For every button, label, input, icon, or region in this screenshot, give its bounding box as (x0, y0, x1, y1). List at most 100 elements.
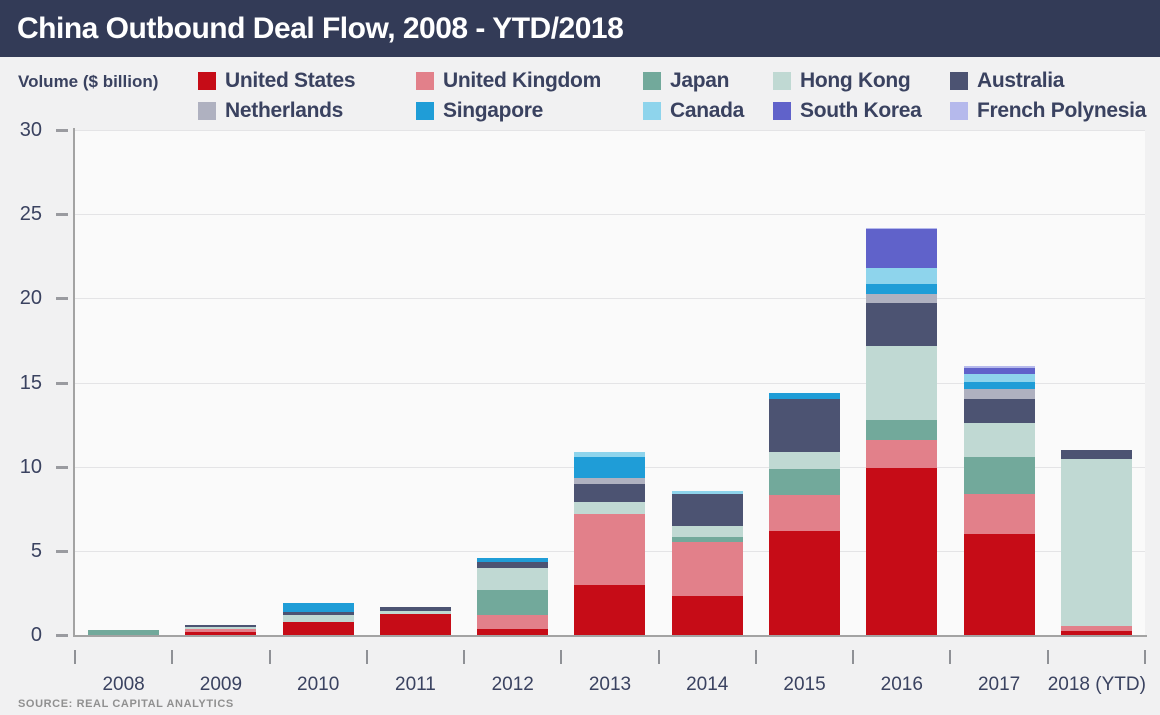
x-tick-mark (74, 650, 76, 664)
bar-segment-japan-2014 (671, 537, 743, 543)
x-axis-line (73, 635, 1147, 637)
bar-segment-united-kingdom-2015 (769, 495, 841, 531)
x-tick-mark (560, 650, 563, 664)
bar-segment-netherlands-2013 (574, 478, 646, 484)
legend-swatch-french-polynesia (950, 101, 968, 120)
y-tick-label-25: 25 (19, 203, 42, 226)
bar-segment-canada-2014 (671, 491, 743, 495)
legend-label: Netherlands (225, 98, 344, 122)
legend-label: United Kingdom (443, 68, 601, 92)
legend-item-united-states: United States (198, 66, 416, 95)
bar-segment-japan-2012 (477, 590, 549, 615)
bar-segment-hong-kong-2017 (963, 422, 1035, 457)
bar-segment-hong-kong-2012 (477, 567, 549, 591)
x-tick-label-2013: 2013 (588, 674, 632, 695)
bar-segment-united-kingdom-2018-ytd (1060, 625, 1132, 631)
bar-segment-united-states-2015 (769, 530, 841, 635)
legend-item-singapore: Singapore (416, 96, 643, 125)
legend-item-japan: Japan (643, 66, 773, 95)
y-axis-caption: Volume ($ billion) (18, 72, 159, 91)
bar-segment-french-polynesia-2017 (963, 365, 1035, 369)
x-tick-mark (365, 650, 368, 664)
bar-segment-united-states-2014 (671, 596, 743, 635)
bar-stack-2011 (379, 607, 451, 635)
y-tick-label-0: 0 (30, 624, 42, 646)
y-tick-mark-25 (56, 213, 68, 217)
legend-label: Hong Kong (800, 68, 911, 92)
bar-segment-singapore-2010 (282, 603, 354, 613)
x-tick-mark (949, 650, 952, 664)
bar-segment-united-kingdom-2017 (963, 493, 1035, 534)
bar-segment-australia-2013 (574, 483, 646, 503)
x-tick-mark (1144, 650, 1146, 664)
bar-stack-2010 (282, 603, 354, 635)
bar-2008 (75, 130, 172, 635)
bar-segment-australia-2010 (282, 612, 354, 615)
x-tick-mark (171, 650, 174, 664)
bar-segment-united-states-2017 (963, 534, 1035, 635)
legend-item-french-polynesia: French Polynesia (950, 96, 1146, 125)
bar-segment-hong-kong-2015 (769, 451, 841, 470)
bar-segment-south-korea-2017 (963, 368, 1035, 375)
legend-swatch-australia (950, 71, 968, 90)
bar-segment-japan-2015 (769, 469, 841, 496)
bar-segment-singapore-2017 (963, 381, 1035, 390)
x-tick-mark (1046, 650, 1049, 664)
legend-swatch-singapore (416, 101, 434, 120)
x-tick-label-2011: 2011 (395, 674, 436, 695)
bar-segment-united-states-2010 (282, 622, 354, 635)
bar-2016 (853, 130, 950, 635)
x-tick-label-2016: 2016 (880, 674, 923, 695)
bar-segment-japan-2017 (963, 456, 1035, 494)
y-tick-label-10: 10 (19, 455, 42, 478)
x-tick-label-2012: 2012 (491, 674, 534, 695)
x-tick-mark (657, 650, 660, 664)
y-tick-label-20: 20 (19, 287, 42, 310)
y-tick-mark-10 (56, 465, 68, 469)
bar-segment-japan-2008 (88, 629, 160, 635)
x-tick-mark (268, 650, 271, 664)
legend-item-canada: Canada (643, 96, 773, 125)
bar-segment-canada-2016 (866, 268, 938, 285)
y-axis-line (73, 128, 75, 637)
legend-label: South Korea (800, 98, 922, 122)
x-tick-label-2017: 2017 (977, 674, 1021, 695)
bar-2018-ytd (1048, 130, 1145, 635)
bar-segment-singapore-2013 (574, 456, 646, 479)
legend-swatch-united-states (198, 71, 216, 90)
bar-stack-2016 (866, 227, 938, 635)
bar-segment-united-states-2009 (185, 631, 257, 635)
legend-label: Canada (670, 98, 745, 122)
bar-segment-hong-kong-2014 (671, 526, 743, 538)
bar-segment-singapore-2015 (769, 392, 841, 399)
legend-swatch-south-korea (773, 101, 791, 120)
y-tick-mark-0 (56, 634, 68, 637)
x-tick-label-2008: 2008 (102, 674, 145, 695)
bar-2011 (367, 130, 464, 635)
bar-2015 (756, 130, 853, 635)
bar-segment-united-kingdom-2013 (574, 513, 646, 585)
bar-segment-australia-2012 (477, 561, 549, 568)
gridline-20 (75, 298, 1145, 300)
bar-segment-united-states-2012 (477, 629, 549, 635)
x-tick-mark (463, 650, 466, 664)
bar-stack-2012 (477, 557, 549, 635)
x-tick-label-2015: 2015 (783, 674, 826, 695)
bar-segment-hong-kong-2013 (574, 502, 646, 514)
bar-segment-united-states-2018-ytd (1060, 630, 1132, 635)
y-tick-label-15: 15 (19, 371, 42, 394)
y-tick-label-5: 5 (30, 539, 42, 562)
bar-segment-united-kingdom-2009 (185, 629, 257, 632)
gridline-15 (75, 382, 1145, 384)
bar-segment-japan-2016 (866, 419, 938, 440)
legend-label: Australia (977, 68, 1065, 92)
bar-2013 (561, 130, 658, 635)
bar-stack-2008 (88, 629, 160, 635)
bar-stack-2017 (963, 365, 1035, 635)
legend-item-united-kingdom: United Kingdom (416, 66, 643, 95)
bar-segment-hong-kong-2016 (866, 346, 938, 420)
y-tick-mark-15 (56, 381, 68, 385)
bar-segment-hong-kong-2011 (379, 610, 451, 614)
x-tick-label-2010: 2010 (297, 674, 340, 695)
